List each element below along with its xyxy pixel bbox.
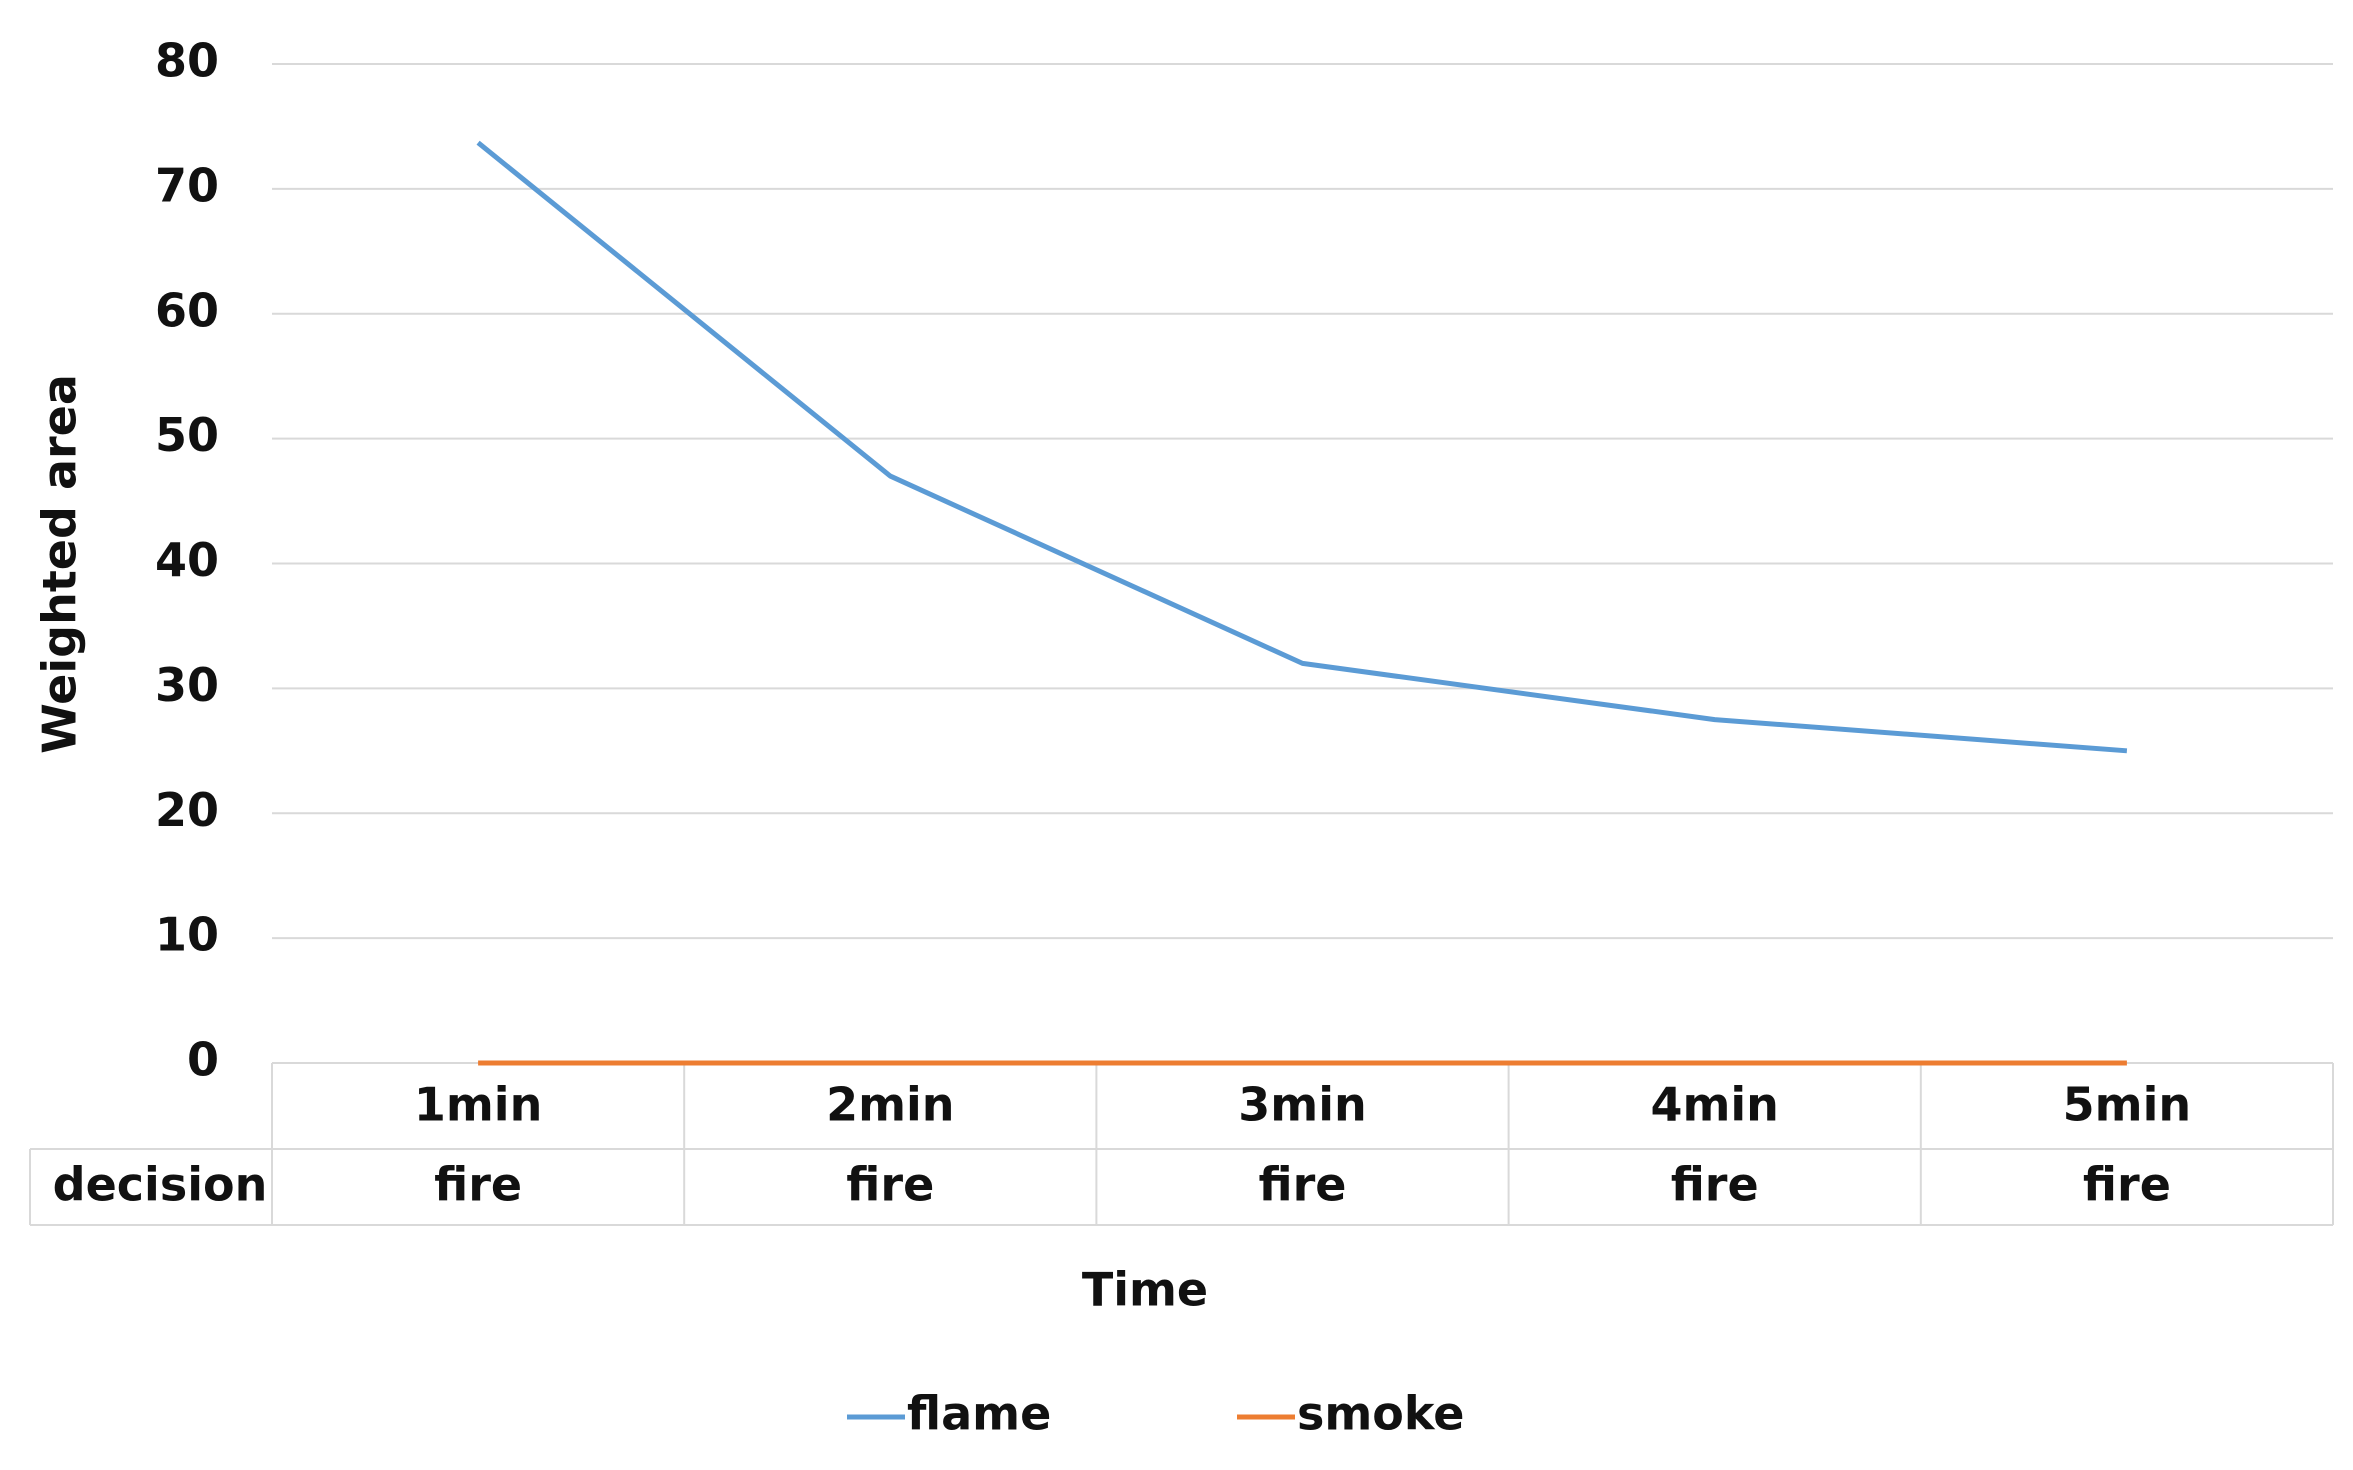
- y-tick-label: 10: [155, 908, 219, 962]
- y-tick-label: 60: [155, 283, 219, 337]
- x-tick-label: 1min: [414, 1078, 542, 1132]
- y-tick-label: 50: [155, 408, 219, 462]
- y-tick-label: 20: [155, 783, 219, 837]
- y-tick-label: 30: [155, 658, 219, 712]
- y-tick-label: 40: [155, 533, 219, 587]
- y-tick-label: 80: [155, 34, 219, 88]
- line-series: [476, 140, 2128, 754]
- x-tick-label: 2min: [826, 1078, 954, 1132]
- y-axis-title: Weighted area: [33, 374, 87, 754]
- table-cell: fire: [1259, 1158, 1347, 1212]
- y-tick-label: 70: [155, 158, 219, 212]
- x-axis-title: Time: [1082, 1263, 1208, 1317]
- x-tick-label: 3min: [1238, 1078, 1366, 1132]
- legend-label: flame: [907, 1387, 1051, 1441]
- table-cell: fire: [1671, 1158, 1759, 1212]
- table-cell: fire: [434, 1158, 522, 1212]
- x-tick-label: 4min: [1650, 1078, 1778, 1132]
- y-tick-label: 0: [187, 1033, 219, 1087]
- x-tick-label: 5min: [2063, 1078, 2191, 1132]
- legend-label: smoke: [1297, 1387, 1464, 1441]
- table-cell: fire: [846, 1158, 934, 1212]
- table-row-label: decision: [53, 1158, 268, 1212]
- table-cell: fire: [2083, 1158, 2171, 1212]
